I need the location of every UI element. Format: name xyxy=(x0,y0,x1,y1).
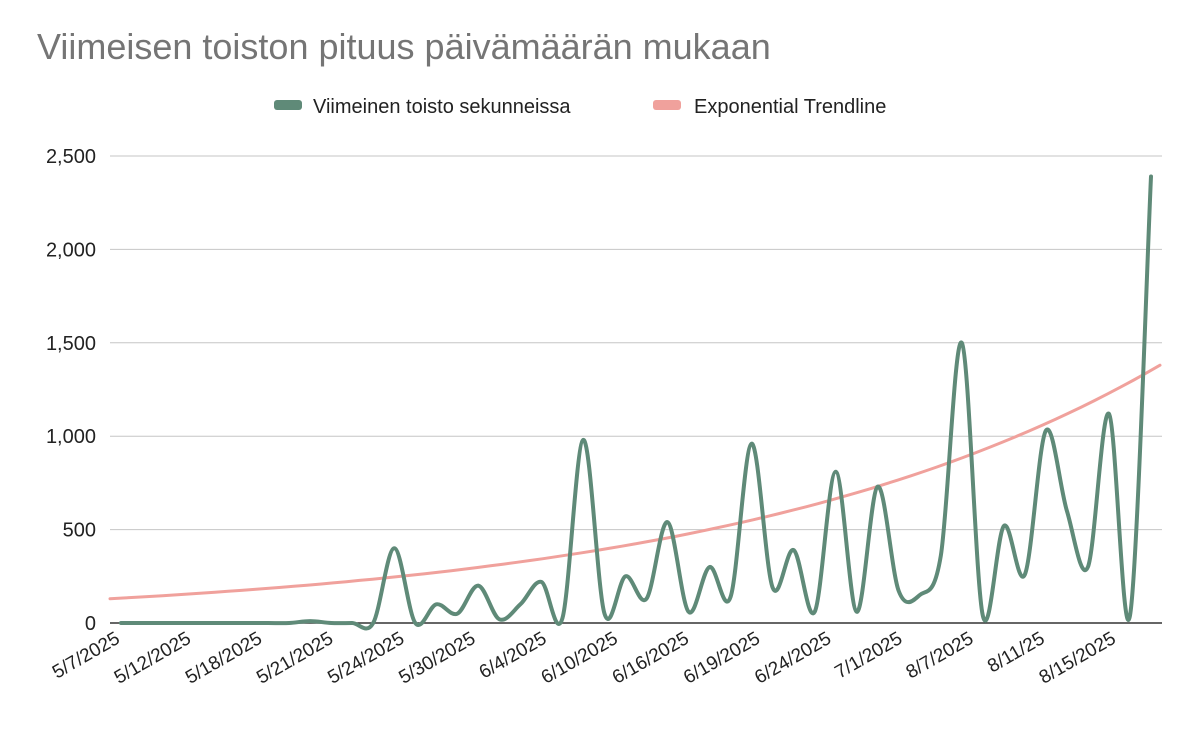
x-tick-label: 6/4/2025 xyxy=(476,628,551,683)
x-tick-label: 8/15/2025 xyxy=(1036,628,1120,688)
x-tick-label: 6/24/2025 xyxy=(751,628,835,688)
x-tick-label: 5/24/2025 xyxy=(324,628,408,688)
legend-label-series: Viimeinen toisto sekunneissa xyxy=(313,96,571,118)
y-tick-label: 500 xyxy=(63,520,96,542)
x-tick-label: 6/10/2025 xyxy=(538,628,622,688)
legend: Viimeinen toisto sekunneissa Exponential… xyxy=(274,96,886,118)
legend-label-trendline: Exponential Trendline xyxy=(694,96,886,118)
y-tick-label: 2,000 xyxy=(46,239,96,261)
y-tick-label: 0 xyxy=(85,613,96,635)
chart-title: Viimeisen toiston pituus päivämäärän muk… xyxy=(37,26,771,67)
series-line-trendline xyxy=(108,363,1162,601)
x-tick-label: 7/1/2025 xyxy=(832,628,907,683)
x-tick-label: 5/12/2025 xyxy=(111,628,195,688)
x-tick-label: 5/30/2025 xyxy=(396,628,480,688)
y-tick-label: 1,500 xyxy=(46,333,96,355)
series-line-viimeinen-toisto xyxy=(119,174,1153,631)
y-tick-label: 2,500 xyxy=(46,146,96,168)
x-tick-label: 5/21/2025 xyxy=(253,628,337,688)
legend-swatch-series xyxy=(274,100,302,110)
x-tick-label: 5/7/2025 xyxy=(49,628,124,683)
x-tick-label: 5/18/2025 xyxy=(182,628,266,688)
x-tick-label: 8/7/2025 xyxy=(903,628,978,683)
x-tick-label: 6/19/2025 xyxy=(680,628,764,688)
y-axis-ticks: 0 500 1,000 1,500 2,000 2,500 xyxy=(46,146,96,635)
gridlines xyxy=(110,155,1162,624)
y-tick-label: 1,000 xyxy=(46,426,96,448)
series-layer xyxy=(108,174,1162,631)
x-tick-label: 6/16/2025 xyxy=(609,628,693,688)
x-axis-ticks: 5/7/20255/12/20255/18/20255/21/20255/24/… xyxy=(49,628,1120,688)
legend-swatch-trendline xyxy=(653,100,681,110)
